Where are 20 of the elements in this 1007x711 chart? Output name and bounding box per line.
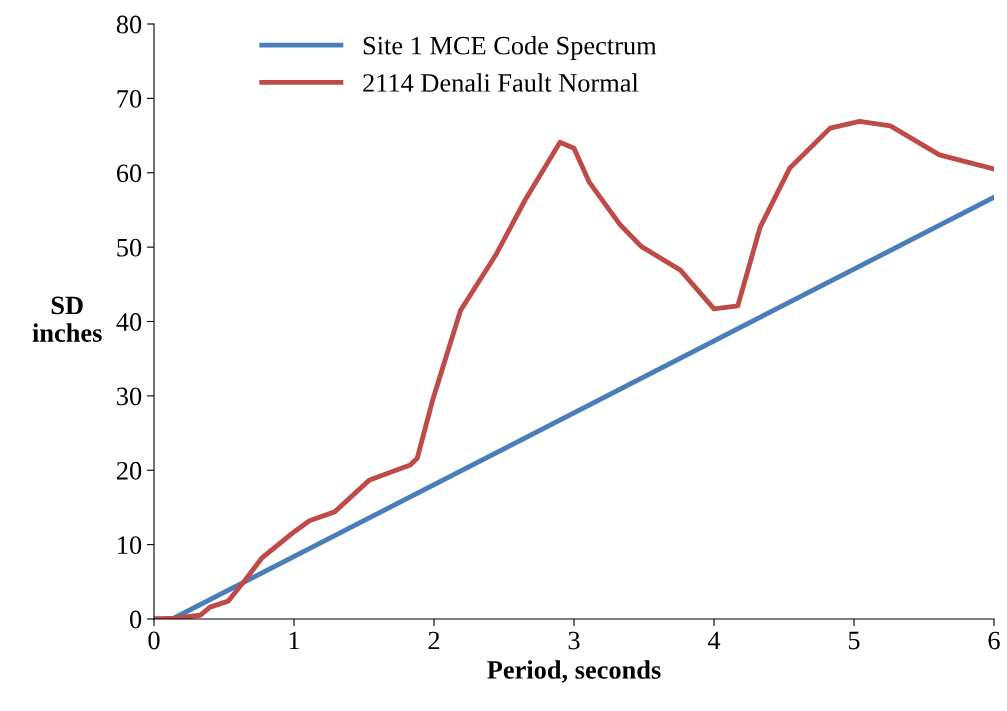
legend-label: Site 1 MCE Code Spectrum [363,36,657,60]
y-tick-label: 40 [116,313,142,331]
y-tick-label: 80 [116,15,142,34]
y-tick-label: 20 [116,461,142,480]
x-tick-label: 0 [148,631,160,650]
y-tick-label: 10 [118,536,142,555]
x-tick-label: 2 [428,631,440,650]
x-axis-title: Period, seconds [487,660,661,683]
y-axis-title: SD inches [32,296,102,342]
y-tick-label: 0 [130,610,142,629]
x-tick-label: 3 [568,631,580,650]
x-tick-label: 6 [988,631,1000,650]
legend-label: 2114 Denali Fault Normal [363,73,639,92]
y-tick-label: 50 [117,238,142,257]
x-tick-label: 1 [289,631,300,650]
x-tick-label: 5 [848,631,860,650]
x-tick-label: 4 [707,631,721,650]
y-tick-label: 30 [117,387,142,406]
y-tick-label: 70 [117,89,142,108]
y-tick-label: 60 [116,164,142,183]
